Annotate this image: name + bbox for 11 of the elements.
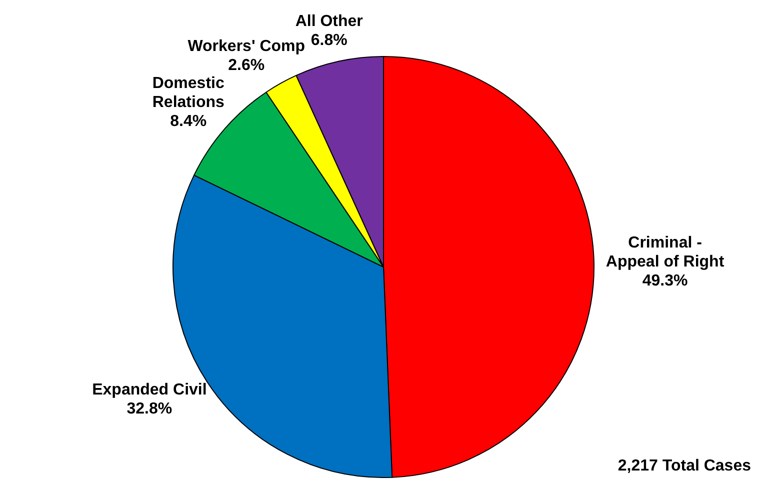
slice-label: Expanded Civil (92, 381, 207, 398)
data-label: 2.6% (228, 57, 265, 74)
slice-label: Domestic Relations (152, 74, 224, 111)
data-label: 8.4% (170, 112, 207, 130)
slice-label: Workers' Comp (188, 38, 306, 56)
slice-label: Criminal - Appeal of Right (606, 234, 725, 270)
slice-label: All Other (295, 12, 363, 30)
data-label: 49.3% (642, 272, 688, 290)
data-label: 6.8% (310, 32, 348, 49)
text: 2,217 Total Cases (618, 457, 752, 474)
data-label: 32.8% (126, 400, 172, 418)
